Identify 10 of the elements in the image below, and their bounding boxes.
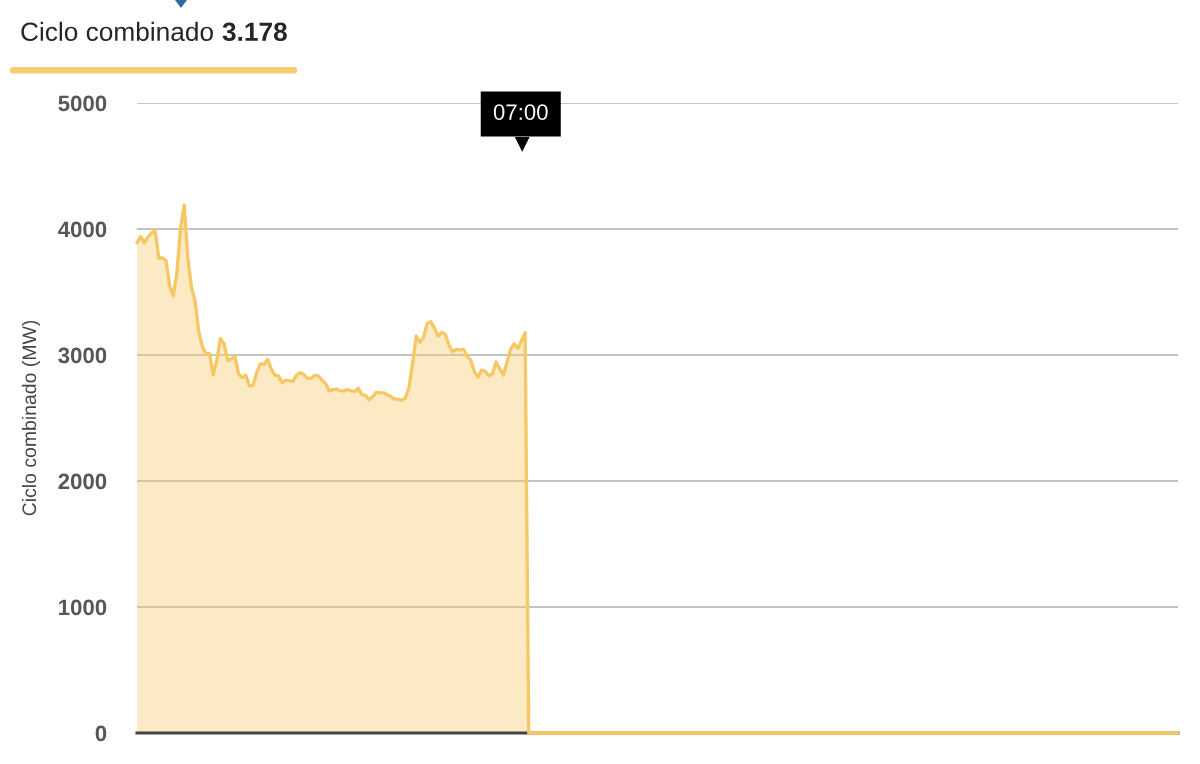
annotation: 07:00	[493, 104, 548, 120]
y-tick-label: 2000	[58, 473, 107, 490]
y-tick-label: 4000	[58, 221, 107, 238]
y-tick-label: 1000	[59, 599, 107, 616]
y-tick-label: 3000	[58, 347, 107, 364]
chart-subtitle: 3.178	[222, 22, 287, 42]
y-tick-label: 0	[95, 725, 107, 742]
y-tick-label: 5000	[58, 95, 107, 112]
y-axis-title: Ciclo combinado (MW)	[21, 320, 40, 516]
chart-title: Ciclo combinado	[21, 21, 213, 42]
